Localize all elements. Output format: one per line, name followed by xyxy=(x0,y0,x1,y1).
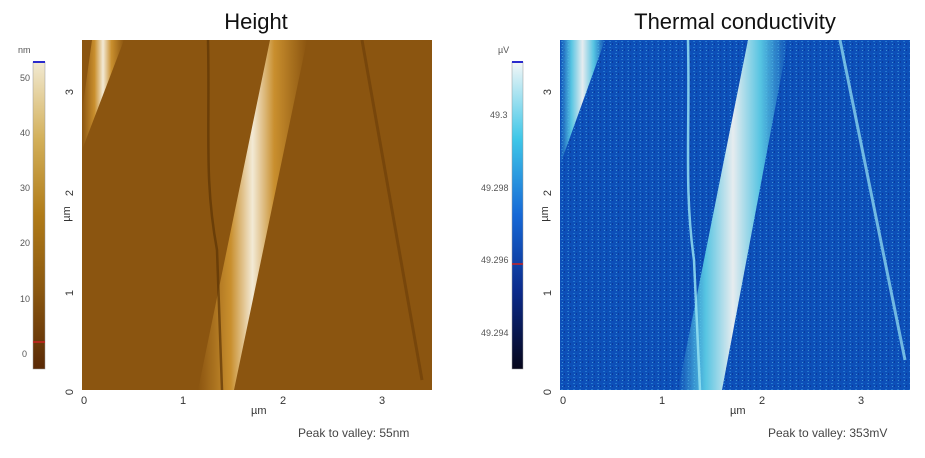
height-ridge-thin xyxy=(206,40,224,390)
height-cb-tick-0: 0 xyxy=(22,349,28,359)
thermal-image xyxy=(560,40,910,390)
thermal-ridge-thin xyxy=(686,40,702,390)
thermal-y-tick-1: 1 xyxy=(542,289,555,297)
height-x-tick-1: 1 xyxy=(180,395,187,407)
height-x-tick-2: 2 xyxy=(280,395,287,407)
height-colorbar-unit: nm xyxy=(18,45,31,55)
thermal-cb-tick-49.3: 49.3 xyxy=(490,110,508,120)
thermal-peak-to-valley: Peak to valley: 353mV xyxy=(768,426,888,440)
thermal-colorbar-gradient xyxy=(511,61,524,370)
thermal-cb-tick-49.296: 49.296 xyxy=(481,255,509,265)
height-band-main xyxy=(198,40,307,390)
thermal-x-tick-1: 1 xyxy=(659,395,666,407)
height-cb-tick-40: 40 xyxy=(20,128,31,138)
height-peak-to-valley: Peak to valley: 55nm xyxy=(298,426,410,440)
thermal-band-main xyxy=(678,40,788,390)
height-cb-tick-30: 30 xyxy=(20,183,31,193)
thermal-y-tick-3: 3 xyxy=(542,88,555,96)
height-colorbar xyxy=(32,61,46,370)
thermal-colorbar xyxy=(511,61,524,370)
height-ridge-right xyxy=(360,40,424,381)
height-title: Height xyxy=(224,9,288,34)
height-x-axis-label: µm xyxy=(251,405,267,417)
height-image xyxy=(82,40,432,390)
thermal-y-axis-label: µm xyxy=(538,206,551,222)
thermal-band-corner xyxy=(560,40,605,165)
thermal-colorbar-unit: µV xyxy=(498,45,510,55)
height-x-tick-0: 0 xyxy=(81,395,88,407)
thermal-ridge-right xyxy=(838,40,907,361)
height-cb-tick-10: 10 xyxy=(20,294,31,304)
height-band-corner xyxy=(82,40,124,150)
thermal-x-tick-0: 0 xyxy=(560,395,567,407)
thermal-y-tick-2: 2 xyxy=(542,189,555,197)
height-x-tick-3: 3 xyxy=(379,395,386,407)
thermal-title: Thermal conductivity xyxy=(634,9,836,34)
thermal-x-tick-3: 3 xyxy=(858,395,865,407)
thermal-y-tick-0: 0 xyxy=(542,388,555,396)
height-cb-tick-50: 50 xyxy=(20,73,31,83)
thermal-x-tick-2: 2 xyxy=(759,395,766,407)
thermal-x-axis-label: µm xyxy=(730,405,746,417)
thermal-cb-tick-49.298: 49.298 xyxy=(481,183,509,193)
thermal-cb-tick-49.294: 49.294 xyxy=(481,328,509,338)
height-cb-tick-20: 20 xyxy=(20,238,31,248)
